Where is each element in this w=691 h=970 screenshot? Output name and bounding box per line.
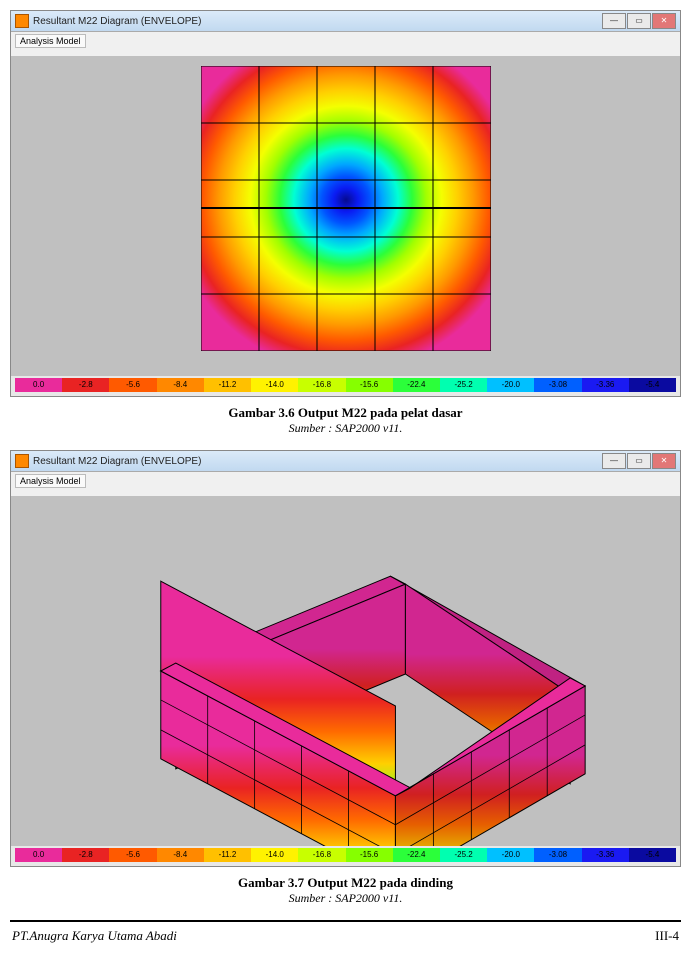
window-buttons: — ▭ ✕ (602, 13, 676, 29)
legend-segment: -3.36 (582, 848, 629, 862)
figure2-source: Sumber : SAP2000 v11. (10, 891, 681, 906)
maximize-button[interactable]: ▭ (627, 453, 651, 469)
pelat-dasar-contour (201, 66, 491, 351)
app-icon (15, 14, 29, 28)
close-button[interactable]: ✕ (652, 13, 676, 29)
legend-segment: -14.0 (251, 848, 298, 862)
dinding-3d (11, 496, 680, 846)
legend-segment: -5.6 (109, 378, 156, 392)
page-footer: PT.Anugra Karya Utama Abadi III-4 (10, 928, 681, 954)
legend-segment: -3.08 (534, 848, 581, 862)
legend-segment: -2.8 (62, 848, 109, 862)
legend-segment: -8.4 (157, 378, 204, 392)
figure1-source: Sumber : SAP2000 v11. (10, 421, 681, 436)
color-legend-2: 0.0-2.8-5.6-8.4-11.2-14.0-16.8-15.6-22.4… (15, 848, 676, 862)
contour-canvas (11, 56, 680, 376)
legend-segment: -8.4 (157, 848, 204, 862)
contour-canvas-3d (11, 496, 680, 846)
legend-segment: -15.6 (346, 848, 393, 862)
window-title: Resultant M22 Diagram (ENVELOPE) (33, 16, 201, 27)
minimize-button[interactable]: — (602, 13, 626, 29)
legend-segment: -5.6 (109, 848, 156, 862)
minimize-button[interactable]: — (602, 453, 626, 469)
legend-segment: -3.36 (582, 378, 629, 392)
analysis-model-button[interactable]: Analysis Model (15, 34, 86, 48)
titlebar: Resultant M22 Diagram (ENVELOPE) — ▭ ✕ (11, 451, 680, 472)
legend-segment: -16.8 (298, 848, 345, 862)
titlebar: Resultant M22 Diagram (ENVELOPE) — ▭ ✕ (11, 11, 680, 32)
figure1-caption: Gambar 3.6 Output M22 pada pelat dasar (10, 405, 681, 421)
footer-separator (10, 920, 681, 922)
legend-segment: -25.2 (440, 848, 487, 862)
legend-segment: -2.8 (62, 378, 109, 392)
app-icon (15, 454, 29, 468)
close-button[interactable]: ✕ (652, 453, 676, 469)
legend-segment: -11.2 (204, 848, 251, 862)
legend-segment: -20.0 (487, 378, 534, 392)
sap-window-pelat-dasar: Resultant M22 Diagram (ENVELOPE) — ▭ ✕ A… (10, 10, 681, 397)
color-legend-1: 0.0-2.8-5.6-8.4-11.2-14.0-16.8-15.6-22.4… (15, 378, 676, 392)
legend-segment: -11.2 (204, 378, 251, 392)
legend-segment: -15.6 (346, 378, 393, 392)
toolbar: Analysis Model (11, 32, 680, 56)
window-buttons: — ▭ ✕ (602, 453, 676, 469)
footer-company: PT.Anugra Karya Utama Abadi (12, 928, 177, 944)
legend-segment: 0.0 (15, 848, 62, 862)
legend-segment: -25.2 (440, 378, 487, 392)
legend-segment: -22.4 (393, 848, 440, 862)
toolbar: Analysis Model (11, 472, 680, 496)
footer-page-number: III-4 (655, 928, 679, 944)
legend-segment: 0.0 (15, 378, 62, 392)
analysis-model-button[interactable]: Analysis Model (15, 474, 86, 488)
legend-segment: -5.4 (629, 378, 676, 392)
legend-segment: -3.08 (534, 378, 581, 392)
legend-segment: -14.0 (251, 378, 298, 392)
legend-segment: -5.4 (629, 848, 676, 862)
sap-window-dinding: Resultant M22 Diagram (ENVELOPE) — ▭ ✕ A… (10, 450, 681, 867)
window-title: Resultant M22 Diagram (ENVELOPE) (33, 456, 201, 467)
figure2-caption: Gambar 3.7 Output M22 pada dinding (10, 875, 681, 891)
legend-segment: -20.0 (487, 848, 534, 862)
legend-segment: -16.8 (298, 378, 345, 392)
maximize-button[interactable]: ▭ (627, 13, 651, 29)
legend-segment: -22.4 (393, 378, 440, 392)
